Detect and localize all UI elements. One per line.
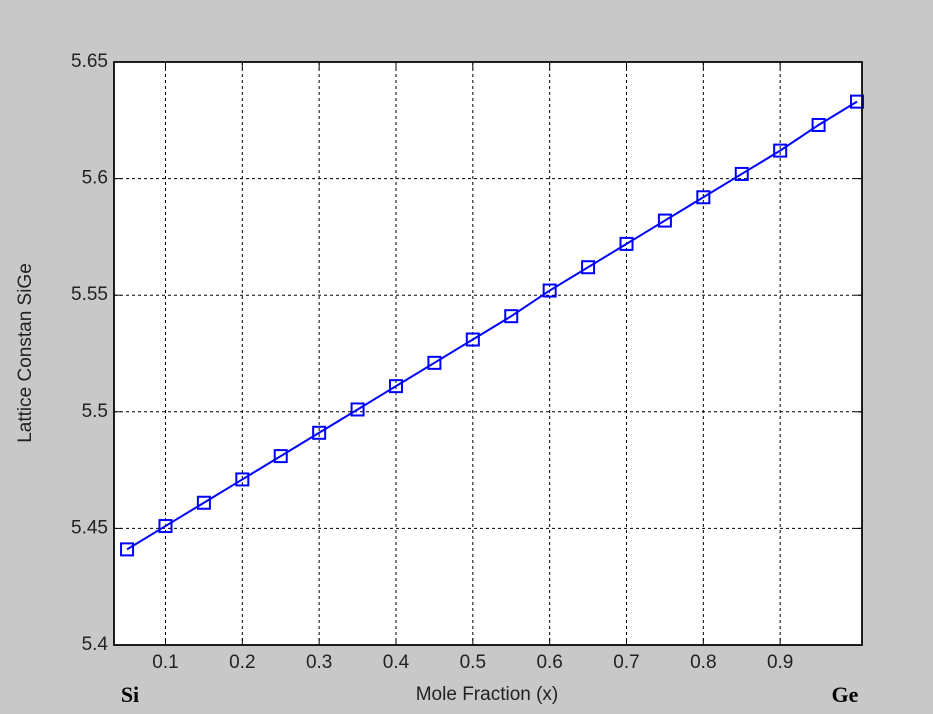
x-tick-label: 0.4: [383, 652, 410, 673]
annotation: Si: [121, 682, 139, 707]
data-marker: [235, 472, 250, 487]
x-tick-label: 0.5: [460, 652, 486, 673]
y-tick-label: 5.6: [82, 168, 108, 189]
data-marker: [388, 379, 403, 394]
data-marker: [120, 542, 135, 557]
data-marker: [619, 236, 634, 251]
data-marker: [350, 402, 365, 417]
data-marker: [773, 143, 788, 158]
annotation: Ge: [832, 682, 859, 707]
y-axis-label: Lattice Constan SiGe: [15, 263, 36, 443]
x-tick-label: 0.9: [767, 652, 793, 673]
data-marker: [850, 94, 865, 109]
data-marker: [465, 332, 480, 347]
data-marker: [657, 213, 672, 228]
x-tick-label: 0.7: [613, 652, 639, 673]
x-tick-label: 0.3: [306, 652, 332, 673]
y-tick-label: 5.65: [71, 51, 108, 72]
x-tick-label: 0.2: [229, 652, 255, 673]
data-marker: [504, 309, 519, 324]
x-tick-label: 0.8: [690, 652, 716, 673]
x-axis-label: Mole Fraction (x): [416, 684, 559, 705]
x-tick-label: 0.1: [152, 652, 178, 673]
data-marker: [811, 117, 826, 132]
plot-area: [113, 61, 863, 646]
data-marker: [273, 449, 288, 464]
y-tick-label: 5.4: [82, 634, 109, 655]
data-marker: [196, 495, 211, 510]
data-marker: [158, 519, 173, 534]
data-marker: [581, 260, 596, 275]
y-tick-label: 5.55: [71, 284, 108, 305]
data-marker: [312, 425, 327, 440]
data-marker: [427, 355, 442, 370]
plot-area: [113, 61, 863, 646]
x-tick-label: 0.6: [536, 652, 562, 673]
data-marker: [734, 166, 749, 181]
data-marker: [696, 190, 711, 205]
y-tick-label: 5.45: [71, 517, 108, 538]
data-marker: [542, 283, 557, 298]
y-tick-label: 5.5: [82, 401, 108, 422]
